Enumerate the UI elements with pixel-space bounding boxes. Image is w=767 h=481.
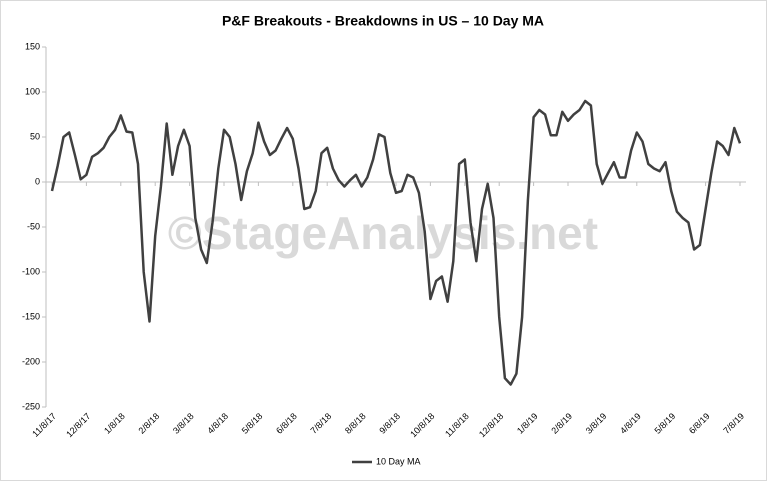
chart-title: P&F Breakouts - Breakdowns in US – 10 Da…: [222, 13, 544, 29]
legend-label: 10 Day MA: [376, 456, 421, 466]
y-tick-label: -150: [22, 311, 40, 321]
y-tick-label: 100: [25, 86, 40, 96]
y-tick-label: 150: [25, 41, 40, 51]
y-tick-label: -100: [22, 266, 40, 276]
y-tick-label: 50: [30, 131, 40, 141]
watermark: ©StageAnalysis.net: [168, 207, 598, 259]
y-tick-label: -250: [22, 401, 40, 411]
line-series: [50, 99, 742, 386]
y-tick-label: -200: [22, 356, 40, 366]
y-tick-label: 0: [35, 176, 40, 186]
y-tick-label: -50: [27, 221, 40, 231]
